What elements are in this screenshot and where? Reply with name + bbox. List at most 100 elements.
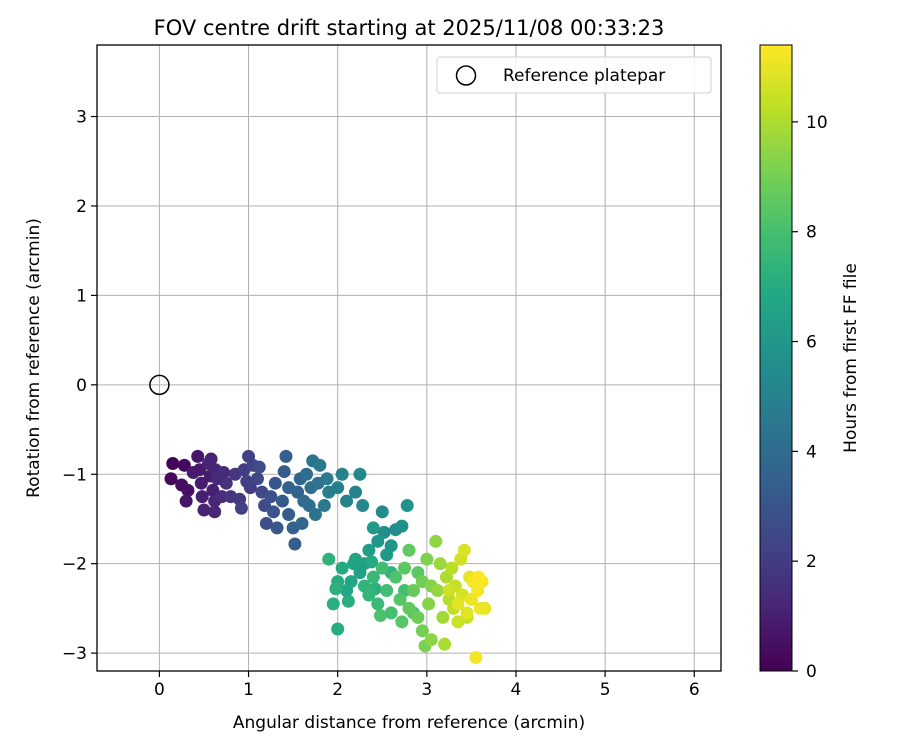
- y-tick-label: −3: [62, 644, 87, 664]
- data-point: [389, 570, 403, 584]
- data-point: [442, 584, 456, 598]
- colorbar: 0 2 4 6 8 10 Hours from first FF file: [759, 44, 861, 682]
- data-point: [177, 458, 191, 472]
- x-axis-label: Angular distance from reference (arcmin): [233, 713, 585, 733]
- legend: Reference platepar: [436, 56, 712, 94]
- colorbar-tick-label: 8: [806, 223, 817, 243]
- x-tick-label: 3: [421, 680, 432, 700]
- data-point: [415, 624, 429, 638]
- data-point: [366, 570, 380, 584]
- data-point: [240, 474, 254, 488]
- grid-lines: [97, 45, 721, 671]
- data-point: [282, 508, 296, 521]
- data-point: [234, 501, 248, 515]
- data-point: [164, 472, 178, 486]
- data-point: [335, 467, 349, 481]
- data-point: [329, 582, 343, 596]
- colorbar-gradient: [759, 44, 793, 672]
- data-point: [347, 557, 361, 571]
- chart-title: FOV centre drift starting at 2025/11/08 …: [154, 16, 665, 40]
- data-point: [219, 476, 233, 490]
- x-tick-label: 6: [689, 680, 700, 700]
- data-point: [395, 615, 409, 629]
- data-point: [335, 561, 349, 575]
- y-tick-label: −2: [62, 555, 87, 575]
- data-point: [380, 584, 394, 598]
- data-point: [208, 505, 222, 519]
- data-point: [267, 505, 281, 519]
- x-tick-label: 2: [332, 680, 343, 700]
- data-point: [451, 597, 465, 611]
- data-point: [275, 494, 289, 508]
- data-point: [356, 499, 370, 513]
- data-point: [457, 543, 471, 557]
- legend-label: Reference platepar: [503, 66, 665, 86]
- data-point: [252, 460, 266, 474]
- data-point: [308, 508, 322, 521]
- colorbar-tick-label: 10: [806, 113, 828, 133]
- data-point: [270, 521, 284, 535]
- data-point: [400, 499, 414, 513]
- data-point: [288, 537, 302, 551]
- data-point: [340, 494, 354, 508]
- data-point: [460, 606, 474, 620]
- data-point: [322, 552, 336, 566]
- data-point: [331, 622, 345, 636]
- data-point: [299, 467, 313, 481]
- data-point: [395, 519, 409, 533]
- data-point: [431, 584, 445, 598]
- data-point: [433, 557, 447, 571]
- x-tick-label: 4: [511, 680, 522, 700]
- data-point: [472, 570, 486, 584]
- data-point: [295, 516, 309, 530]
- data-point: [366, 521, 380, 535]
- data-point: [279, 449, 293, 463]
- data-points: [164, 449, 492, 665]
- data-point: [313, 458, 327, 472]
- data-point: [194, 476, 208, 490]
- data-point: [191, 449, 205, 463]
- x-tick-label: 0: [154, 680, 165, 700]
- data-point: [469, 651, 483, 665]
- legend-box: [436, 56, 712, 94]
- data-point: [179, 494, 193, 508]
- data-point: [186, 465, 200, 479]
- x-axis-ticks: 0 1 2 3 4 5 6: [154, 671, 700, 700]
- colorbar-tick-label: 6: [806, 333, 817, 353]
- colorbar-ticks: 0 2 4 6 8 10: [792, 113, 828, 682]
- data-point: [195, 490, 209, 504]
- reference-marker: [149, 374, 170, 396]
- colorbar-tick-label: 0: [806, 662, 817, 682]
- data-point: [277, 465, 291, 479]
- data-point: [217, 465, 231, 479]
- data-point: [445, 561, 459, 575]
- x-tick-label: 1: [243, 680, 254, 700]
- data-point: [375, 505, 389, 519]
- data-point: [215, 490, 229, 504]
- data-point: [429, 534, 443, 548]
- data-point: [375, 561, 389, 575]
- data-point: [353, 467, 367, 481]
- y-tick-label: 2: [76, 197, 87, 217]
- data-point: [197, 503, 211, 517]
- data-point: [424, 633, 438, 647]
- data-point: [264, 490, 278, 504]
- legend-marker: [455, 65, 477, 86]
- y-axis-ticks: −3 −2 −1 0 1 2 3: [62, 108, 97, 664]
- data-point: [317, 499, 331, 513]
- y-tick-label: 3: [76, 108, 87, 128]
- data-point: [371, 597, 385, 611]
- data-point: [341, 594, 355, 608]
- colorbar-tick-label: 4: [806, 442, 817, 462]
- plot-frame: [96, 44, 722, 672]
- data-point: [371, 534, 385, 548]
- data-point: [326, 597, 340, 611]
- y-axis-label: Rotation from reference (arcmin): [24, 218, 44, 498]
- data-point: [422, 597, 436, 611]
- y-tick-label: 0: [76, 376, 87, 396]
- data-point: [411, 610, 425, 624]
- data-point: [331, 481, 345, 495]
- data-point: [438, 637, 452, 651]
- data-point: [166, 457, 180, 471]
